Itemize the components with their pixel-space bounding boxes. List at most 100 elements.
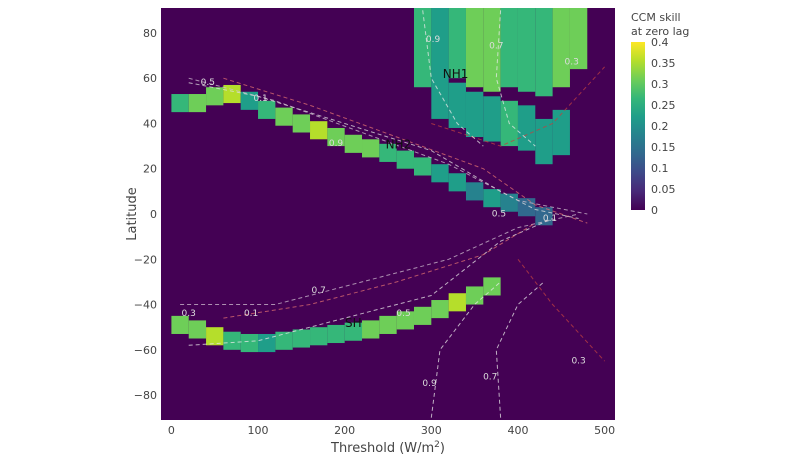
contour-label-1: 0.1 [253, 94, 267, 104]
y-tick-label-6: −40 [134, 299, 157, 312]
colorbar-tick-label-3: 0.25 [651, 99, 676, 112]
contour-label-8: 0.7 [312, 286, 326, 296]
contour-line-8 [223, 222, 536, 319]
y-tick-label-7: −60 [134, 344, 157, 357]
contour-label-2: 0.9 [329, 139, 344, 149]
band-cell-40 [483, 277, 501, 296]
contour-label-4: 0.7 [489, 42, 503, 52]
band-cell-15 [431, 164, 449, 183]
band-cell-19 [500, 193, 518, 212]
y-tick-label-4: 0 [150, 208, 157, 221]
contour-line-11 [495, 281, 545, 418]
band-cell-7 [292, 114, 311, 133]
contour-label-7: 0.1 [543, 214, 557, 224]
contour-label-6: 0.5 [492, 209, 506, 219]
colorbar-tick-label-2: 0.3 [651, 78, 669, 91]
contour-label-0: 0.5 [201, 78, 215, 88]
colorbar: CCM skill at zero lag 0.4 0.35 0.3 0.25 0.2 0… [631, 11, 689, 217]
y-tick-label-0: 80 [143, 27, 157, 40]
colorbar-title-line1: CCM skill [631, 11, 681, 24]
band-cell-35 [396, 311, 414, 330]
y-axis-title: Latitude [125, 187, 140, 241]
nh1-cell-13 [483, 96, 501, 142]
nh1-cell-12 [465, 91, 484, 138]
band-cell-22 [171, 315, 189, 334]
band-cell-25 [223, 331, 241, 350]
contour-line-6 [188, 218, 553, 346]
y-tick-label-1: 60 [143, 72, 157, 85]
colorbar-gradient [631, 42, 645, 210]
region-label-sh: SH [345, 316, 362, 330]
nh1-cell-11 [448, 82, 466, 128]
x-tick-label-5: 500 [594, 424, 615, 437]
colorbar-tick-label-5: 0.15 [651, 141, 676, 154]
band-cell-9 [327, 127, 345, 147]
y-tick-label-8: −80 [134, 389, 157, 402]
band-cell-11 [362, 139, 380, 158]
contour-line-5 [495, 10, 536, 147]
nh1-cell-9 [569, 8, 588, 70]
band-cell-30 [310, 327, 328, 346]
colorbar-tick-label-4: 0.2 [651, 120, 669, 133]
region-label-nh2: NH2 [386, 137, 412, 151]
band-cell-8 [310, 121, 328, 140]
colorbar-tick-label-0: 0.4 [651, 36, 669, 49]
band-cell-16 [448, 173, 466, 192]
band-cell-39 [465, 286, 484, 305]
band-cell-37 [431, 300, 449, 319]
band-cell-36 [413, 306, 432, 325]
band-cell-31 [327, 324, 345, 344]
contour-line-10 [430, 281, 501, 418]
nh1-cell-5 [500, 8, 518, 88]
band-cell-1 [188, 94, 207, 113]
contour-label-9: 0.3 [182, 309, 196, 319]
band-cell-33 [362, 320, 380, 339]
contour-line-3 [431, 66, 605, 147]
band-cell-5 [258, 100, 276, 119]
band-cell-34 [379, 315, 397, 334]
band-cell-2 [206, 87, 224, 106]
contour-label-11: 0.5 [396, 309, 410, 319]
band-cell-38 [448, 293, 466, 312]
x-axis-title: Threshold (W/m2) [330, 440, 445, 456]
contour-label-13: 0.7 [483, 372, 497, 382]
region-label-nh1: NH1 [443, 67, 469, 81]
band-cell-6 [275, 107, 293, 126]
x-tick-label-1: 100 [248, 424, 269, 437]
y-tick-label-2: 40 [143, 117, 157, 130]
nh1-cell-10 [431, 8, 449, 119]
band-cell-14 [413, 157, 432, 176]
band-cell-3 [223, 84, 241, 104]
contour-line-4 [422, 10, 484, 147]
band-cell-17 [465, 182, 484, 201]
x-tick-label-0: 0 [168, 424, 175, 437]
band-cell-20 [517, 198, 536, 217]
nh1-cell-7 [535, 8, 553, 97]
band-cell-24 [206, 327, 224, 346]
colorbar-title-line2: at zero lag [631, 25, 689, 38]
colorbar-tick-label-6: 0.1 [651, 162, 669, 175]
band-cell-27 [258, 333, 276, 353]
contour-line-9 [517, 258, 605, 362]
band-cell-26 [240, 333, 259, 353]
nh1-cell-0 [413, 8, 432, 88]
nh1-cell-16 [535, 118, 553, 165]
contour-label-3: 0.9 [426, 35, 441, 45]
x-tick-label-2: 200 [334, 424, 355, 437]
band-cell-18 [483, 189, 501, 208]
nh1-cell-4 [483, 8, 501, 92]
y-tick-label-5: −20 [134, 253, 157, 266]
contour-line-7 [180, 213, 579, 305]
band-cell-23 [188, 320, 207, 339]
nh1-cell-8 [552, 8, 570, 88]
nh1-cell-2 [448, 8, 466, 79]
contour-label-5: 0.3 [565, 58, 579, 68]
band-cell-4 [240, 91, 259, 110]
band-cell-13 [396, 150, 414, 169]
band-cell-0 [171, 94, 189, 113]
contour-label-14: 0.3 [571, 356, 585, 366]
contour-line-1 [188, 77, 588, 215]
contour-label-12: 0.9 [422, 379, 437, 389]
band-cell-28 [275, 331, 293, 350]
